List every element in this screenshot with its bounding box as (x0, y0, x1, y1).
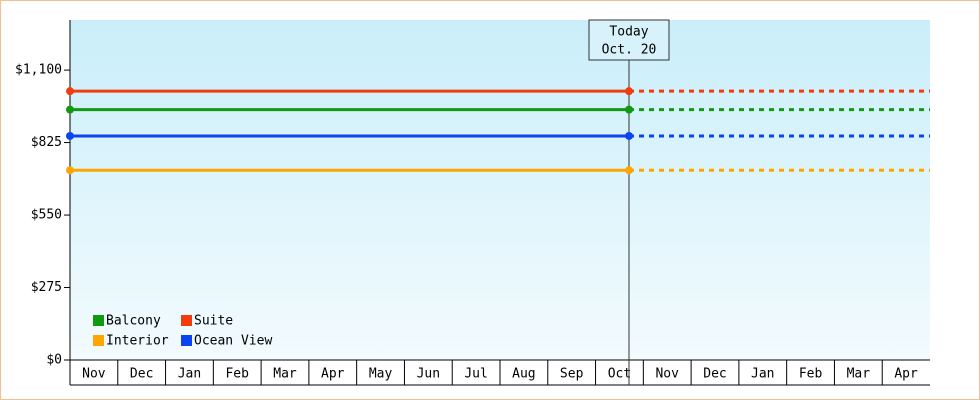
price-point (625, 131, 633, 140)
legend-label: Balcony (106, 314, 161, 329)
legend-swatch (181, 315, 192, 326)
x-tick-label: Mar (273, 367, 297, 382)
today-box (588, 19, 670, 61)
price-point (66, 87, 74, 96)
x-tick-label: Dec (703, 367, 726, 382)
price-point (625, 87, 633, 96)
price-point (66, 105, 74, 114)
x-tick-label: Oct (608, 367, 631, 382)
y-tick-label: $275 (31, 280, 62, 295)
legend-label: Interior (106, 334, 169, 349)
x-tick-label: Feb (225, 367, 249, 382)
price-point (625, 105, 633, 114)
y-tick-label: $1,100 (15, 63, 62, 78)
y-tick-label: $0 (46, 353, 62, 368)
x-tick-label: Aug (512, 367, 535, 382)
x-tick-label: May (369, 367, 393, 382)
x-tick-label: Dec (130, 367, 153, 382)
x-tick-label: Jan (751, 367, 774, 382)
legend-swatch (93, 315, 104, 326)
price-point (66, 131, 74, 140)
x-tick-label: Nov (655, 367, 679, 382)
x-tick-label: Apr (894, 367, 918, 382)
x-tick-label: Jan (178, 367, 201, 382)
plot-area (70, 20, 930, 360)
legend-swatch (93, 335, 104, 346)
legend-swatch (181, 335, 192, 346)
x-tick-label: Jul (464, 367, 487, 382)
x-tick-label: Sep (560, 367, 584, 382)
x-tick-label: Jun (417, 367, 440, 382)
today-title: Today (609, 25, 648, 40)
x-tick-label: Mar (847, 367, 871, 382)
legend-label: Suite (194, 314, 233, 329)
price-point (66, 166, 74, 175)
today-date: Oct. 20 (602, 43, 657, 58)
legend-label: Ocean View (194, 334, 272, 349)
y-tick-label: $550 (31, 208, 62, 223)
price-point (625, 166, 633, 175)
x-tick-label: Feb (799, 367, 823, 382)
x-tick-label: Nov (82, 367, 106, 382)
x-tick-label: Apr (321, 367, 345, 382)
y-tick-label: $825 (31, 135, 62, 150)
